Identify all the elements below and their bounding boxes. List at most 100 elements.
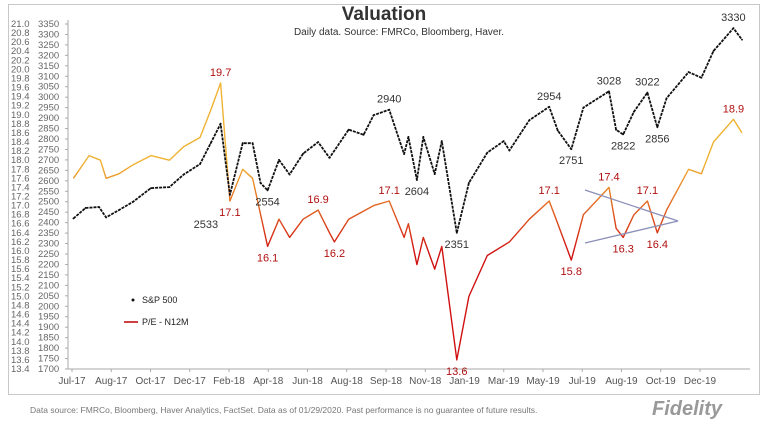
sp500-data-point: [656, 126, 659, 129]
y-tick-label-sp500: 3300: [38, 29, 59, 40]
annotation-label-sp500: 2554: [255, 196, 279, 208]
y-tick-label-pe: 20.2: [11, 55, 30, 66]
x-tick-label: May-19: [526, 376, 560, 387]
annotation-label-sp500: 2604: [405, 186, 429, 198]
sp500-data-point: [700, 76, 703, 79]
annotation-label-pe: 16.4: [647, 239, 668, 251]
annotation-label-sp500: 2533: [194, 219, 218, 231]
y-tick-label-sp500: 2350: [38, 228, 59, 239]
sp500-data-point: [407, 136, 410, 138]
y-tick-label-sp500: 1700: [38, 364, 59, 375]
annotation-label-pe: 15.8: [561, 266, 582, 278]
annotation-label-pe: 16.3: [612, 243, 633, 255]
y-tick-label-pe: 16.6: [11, 219, 30, 230]
y-tick-label-sp500: 3250: [38, 40, 59, 51]
x-tick-label: Jul-19: [569, 376, 597, 387]
sp500-data-point: [347, 128, 350, 131]
x-tick-label: Aug-17: [95, 376, 128, 387]
y-tick-label-pe: 20.4: [11, 46, 30, 57]
x-tick-label: Mar-19: [488, 376, 520, 387]
sp500-data-point: [741, 38, 743, 41]
sp500-data-point: [687, 71, 690, 73]
legend-marker-sp500: [131, 298, 135, 302]
y-tick-label-sp500: 2150: [38, 270, 59, 281]
sp500-data-point: [266, 189, 269, 192]
sp500-data-point: [372, 114, 375, 117]
fidelity-logo-text: Fidelity: [652, 398, 723, 420]
sp500-data-point: [422, 136, 425, 138]
sp500-data-point: [251, 142, 254, 145]
y-tick-label-sp500: 3150: [38, 61, 59, 72]
sp500-data-point: [433, 173, 436, 176]
annotation-label-pe: 19.7: [210, 67, 231, 79]
y-tick-label-sp500: 2650: [38, 165, 59, 176]
annotation-label-sp500: 2940: [377, 94, 401, 106]
x-tick-label: Dec-19: [684, 376, 717, 387]
y-tick-label-pe: 17.2: [11, 192, 30, 203]
annotation-label-sp500: 2822: [611, 140, 635, 152]
y-tick-label-sp500: 2050: [38, 291, 59, 302]
x-tick-label: Oct-17: [135, 376, 165, 387]
y-tick-label-sp500: 3100: [38, 71, 59, 82]
annotation-label-sp500: 3028: [597, 75, 621, 87]
annotation-label-sp500: 2751: [559, 155, 583, 167]
sp500-data-point: [486, 151, 489, 154]
sp500-data-point: [615, 128, 617, 131]
sp500-data-point: [228, 193, 231, 196]
y-tick-label-sp500: 2300: [38, 239, 59, 250]
y-tick-label-sp500: 2750: [38, 144, 59, 155]
y-tick-label-sp500: 2100: [38, 280, 59, 291]
y-tick-label-pe: 17.4: [11, 182, 30, 193]
y-tick-label-pe: 19.4: [11, 92, 30, 103]
sp500-data-point: [168, 186, 171, 188]
y-tick-label-pe: 16.0: [11, 246, 30, 257]
y-tick-label-pe: 20.8: [11, 28, 30, 39]
pe-series-line: [72, 82, 743, 361]
x-tick-label: Nov-18: [409, 376, 442, 387]
sp500-data-point: [98, 206, 100, 208]
y-tick-label-pe: 20.6: [11, 37, 30, 48]
sp500-series-line: [72, 27, 743, 234]
sp500-data-point: [241, 142, 244, 145]
sp500-data-point: [288, 173, 291, 176]
annotation-label-sp500: 3330: [721, 12, 745, 24]
sp500-data-point: [646, 91, 649, 94]
annotation-label-pe: 17.1: [378, 185, 399, 197]
y-tick-label-sp500: 2900: [38, 113, 59, 124]
annotation-label-pe: 17.4: [598, 171, 619, 183]
y-tick-label-sp500: 2000: [38, 301, 59, 312]
y-tick-label-sp500: 3350: [38, 19, 59, 30]
y-tick-label-pe: 18.2: [11, 146, 30, 157]
y-tick-label-pe: 20.0: [11, 64, 30, 75]
y-tick-label-pe: 15.6: [11, 264, 30, 275]
sp500-data-point: [209, 142, 212, 145]
fidelity-logo: Fidelity: [652, 398, 722, 421]
y-tick-label-pe: 15.2: [11, 282, 30, 293]
wedge-upper-line: [584, 189, 679, 222]
annotation-label-sp500: 2351: [445, 239, 469, 251]
y-tick-label-pe: 16.2: [11, 237, 30, 248]
sp500-data-point: [72, 217, 75, 220]
sp500-data-point: [302, 152, 305, 155]
sp500-data-point: [150, 187, 152, 190]
y-tick-label-pe: 17.6: [11, 173, 30, 184]
y-tick-label-pe: 13.8: [11, 346, 30, 357]
y-tick-label-pe: 16.8: [11, 210, 30, 221]
y-tick-label-pe: 14.8: [11, 300, 30, 311]
sp500-data-point: [118, 209, 120, 211]
wedge-lower-line: [584, 220, 679, 244]
sp500-data-point: [388, 108, 391, 111]
y-tick-label-sp500: 2800: [38, 134, 59, 145]
y-tick-label-sp500: 2450: [38, 207, 59, 218]
y-tick-label-sp500: 1750: [38, 354, 59, 365]
annotation-label-pe: 17.1: [539, 185, 560, 197]
y-tick-label-sp500: 2700: [38, 155, 59, 166]
y-tick-label-pe: 14.4: [11, 319, 30, 330]
x-tick-label: Sep-18: [370, 376, 403, 387]
x-tick-label: Apr-18: [253, 376, 283, 387]
sp500-data-point: [259, 182, 262, 184]
y-tick-label-sp500: 3050: [38, 82, 59, 93]
annotation-label-pe: 17.1: [219, 207, 240, 219]
y-tick-label-sp500: 2400: [38, 218, 59, 229]
